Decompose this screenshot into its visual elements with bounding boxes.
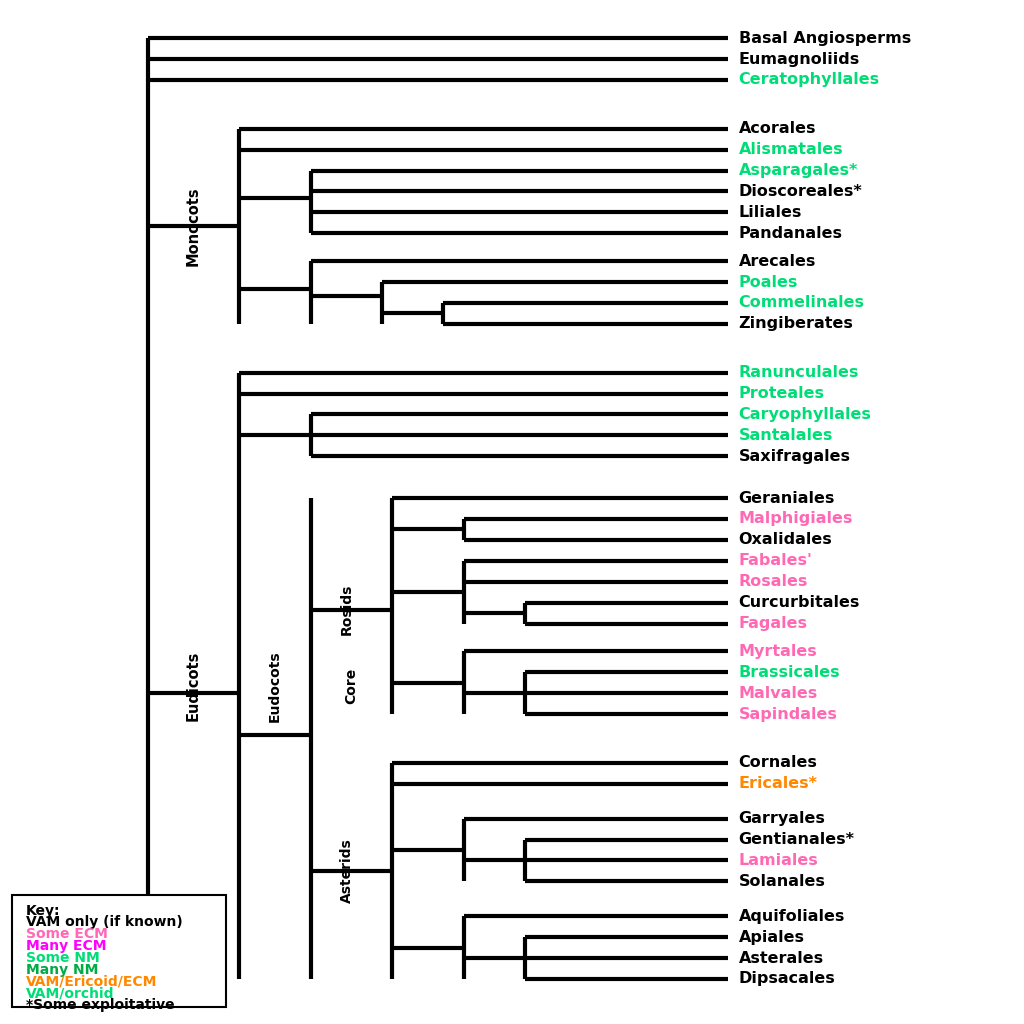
Text: Ericales*: Ericales* [738,776,818,792]
Text: Core: Core [344,668,358,705]
Text: Some NM: Some NM [26,951,99,965]
Text: Poales: Poales [738,274,798,290]
Text: Key:: Key: [26,903,60,918]
Text: Dioscoreales*: Dioscoreales* [738,184,862,199]
Text: Many NM: Many NM [26,963,98,977]
Text: Basal Angiosperms: Basal Angiosperms [738,31,911,46]
Text: Proteales: Proteales [738,386,824,401]
Text: Caryophyllales: Caryophyllales [738,407,871,422]
Text: Malphigiales: Malphigiales [738,511,853,526]
Text: Rosales: Rosales [738,574,808,589]
Text: Fabales': Fabales' [738,553,813,568]
Text: VAM/orchid: VAM/orchid [26,986,114,1000]
Text: Sapindales: Sapindales [738,707,838,722]
Text: Dipsacales: Dipsacales [738,972,836,986]
Text: Liliales: Liliales [738,205,802,220]
FancyBboxPatch shape [12,895,226,1008]
Text: Many ECM: Many ECM [26,939,106,953]
Text: Saxifragales: Saxifragales [738,449,851,464]
Text: Zingiberates: Zingiberates [738,316,854,332]
Text: Solanales: Solanales [738,873,825,889]
Text: Fagales: Fagales [738,616,808,631]
Text: Myrtales: Myrtales [738,644,817,658]
Text: Garryales: Garryales [738,811,825,826]
Text: Eudocots: Eudocots [268,650,283,722]
Text: Lamiales: Lamiales [738,853,818,868]
Text: Pandanales: Pandanales [738,225,843,241]
Text: Monocots: Monocots [186,186,201,266]
Text: *Some exploitative: *Some exploitative [26,998,174,1013]
Text: Alismatales: Alismatales [738,142,844,157]
Text: Brassicales: Brassicales [738,665,841,680]
Text: Gentianales*: Gentianales* [738,833,855,847]
Text: Acorales: Acorales [738,121,816,136]
Text: Asterids: Asterids [339,839,353,903]
Text: Commelinales: Commelinales [738,296,864,310]
Text: Oxalidales: Oxalidales [738,532,833,548]
Text: Ceratophyllales: Ceratophyllales [738,73,880,87]
Text: Cornales: Cornales [738,756,817,770]
Text: Ranunculales: Ranunculales [738,366,859,380]
Text: Aquifoliales: Aquifoliales [738,908,845,924]
Text: VAM/Ericoid/ECM: VAM/Ericoid/ECM [26,975,157,989]
Text: Malvales: Malvales [738,686,818,700]
Text: Eumagnoliids: Eumagnoliids [738,51,860,67]
Text: Curcurbitales: Curcurbitales [738,595,860,610]
Text: Apiales: Apiales [738,930,805,944]
Text: Santalales: Santalales [738,428,834,442]
Text: Rosids: Rosids [339,584,353,635]
Text: Eudicots: Eudicots [186,651,201,722]
Text: Geraniales: Geraniales [738,490,835,506]
Text: VAM only (if known): VAM only (if known) [26,915,182,930]
Text: Arecales: Arecales [738,254,816,268]
Text: Some ECM: Some ECM [26,928,108,941]
Text: Asparagales*: Asparagales* [738,163,858,178]
Text: Asterales: Asterales [738,950,824,966]
